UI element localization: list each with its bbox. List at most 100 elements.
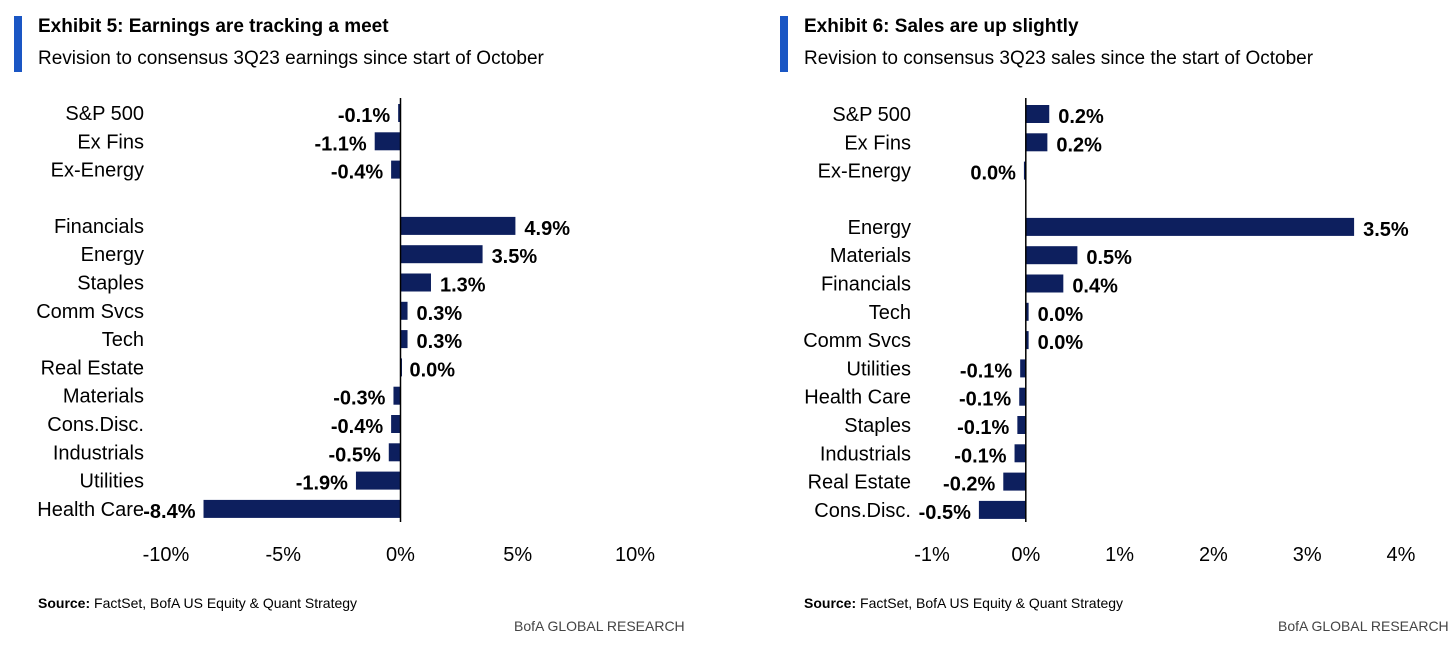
exhibit-6-accent-bar [780,16,788,72]
exhibit-5-bar [374,132,401,151]
exhibit-5-category-label: Staples [77,273,144,295]
exhibit-6-category-label: Ex Fins [844,132,911,154]
exhibit-6-category-label: Industrials [820,443,911,465]
exhibit-5-value-label: -1.1% [314,133,366,155]
exhibit-6-x-tick-label: 1% [1105,544,1134,566]
exhibit-5-category-label: Comm Svcs [36,301,144,323]
exhibit-5-title: Exhibit 5: Earnings are tracking a meet [38,16,389,37]
exhibit-5-value-label: 1.3% [440,275,486,297]
exhibit-5-category-label: Real Estate [41,357,144,379]
exhibit-6-category-label: Ex-Energy [818,161,911,183]
exhibit-6-bar [1020,359,1026,378]
exhibit-6-category-label: Comm Svcs [803,330,911,352]
exhibit-6-value-label: 0.5% [1086,247,1132,269]
exhibit-6-value-label: -0.2% [943,474,995,496]
exhibit-5-bar [400,301,408,320]
exhibit-6-value-label: -0.1% [960,360,1012,382]
exhibit-5-x-tick-label: -10% [143,544,190,566]
exhibit-5-value-label: -0.4% [331,416,383,438]
exhibit-6-subtitle: Revision to consensus 3Q23 sales since t… [804,48,1314,69]
exhibit-6-bar [1025,331,1029,350]
exhibit-5-bar [400,330,408,349]
exhibit-5-bar [400,273,431,292]
exhibit-5-value-label: -0.5% [329,444,381,466]
exhibit-6-x-tick-label: 3% [1293,544,1322,566]
exhibit-5-panel: Exhibit 5: Earnings are tracking a meet … [14,0,714,648]
exhibit-6-category-label: Materials [830,245,911,267]
exhibit-5-x-tick-label: 0% [386,544,415,566]
exhibit-5-value-label: 3.5% [492,246,538,268]
exhibit-5-value-label: -0.1% [338,105,390,127]
exhibit-5-category-label: Tech [102,329,144,351]
exhibit-6-panel: Exhibit 6: Sales are up slightly Revisio… [780,0,1456,648]
exhibit-5-value-label: -1.9% [296,473,348,495]
exhibit-6-value-label: 3.5% [1363,219,1409,241]
exhibit-6-bar [1025,105,1050,123]
exhibit-6-bar [1019,387,1026,406]
exhibit-5-category-label: Cons.Disc. [47,414,144,436]
exhibit-6-x-tick-label: 0% [1011,544,1040,566]
exhibit-5-chart: S&P 500 -0.1% Ex Fins -1.1% Ex-Energy -0.4% Fi… [36,98,655,566]
exhibit-5-category-label: Health Care [37,499,144,521]
exhibit-5-value-label: -0.4% [331,162,383,184]
exhibit-5-bar [398,104,401,122]
exhibit-5-bar [203,499,401,518]
exhibit-6-brand: BofA GLOBAL RESEARCH [1278,618,1449,634]
exhibit-6-x-tick-label: 4% [1387,544,1416,566]
exhibit-6-category-label: Financials [821,274,911,296]
exhibit-6-category-label: Tech [869,302,911,324]
exhibit-6-value-label: -0.1% [959,389,1011,411]
exhibit-6-value-label: 0.2% [1056,134,1102,156]
exhibit-6-bar [1003,472,1026,491]
exhibit-6-bar [1025,217,1355,236]
exhibit-5-value-label: 0.0% [410,359,456,381]
exhibit-6-category-label: Health Care [804,387,911,409]
exhibit-5-category-label: Ex Fins [77,131,144,153]
exhibit-5-bar [391,160,401,179]
exhibit-6-x-tick-label: -1% [914,544,950,566]
exhibit-6-bar [1014,444,1026,463]
exhibit-5-source-text: FactSet, BofA US Equity & Quant Strategy [94,595,358,611]
exhibit-5-bar [388,443,401,462]
exhibit-6-value-label: 0.0% [1038,332,1084,354]
exhibit-6-category-label: Real Estate [808,472,911,494]
exhibit-5-x-tick-label: 5% [503,544,532,566]
exhibit-6-bar [1023,161,1026,180]
exhibit-5-x-tick-label: 10% [615,544,655,566]
exhibit-5-value-label: 0.3% [417,303,463,325]
exhibit-5-category-label: Ex-Energy [51,160,144,182]
exhibit-6-bar [978,500,1026,519]
exhibit-5-bar [355,471,401,490]
exhibit-6-bar [1025,246,1078,265]
exhibit-5-bar [391,415,401,433]
exhibit-6-value-label: 0.0% [1038,304,1084,326]
exhibit-6-source-label: Source: [804,595,857,611]
exhibit-6-value-label: 0.4% [1072,276,1118,298]
exhibit-6-category-label: Utilities [847,358,911,380]
exhibit-5-bar [400,245,483,264]
exhibit-6-chart: S&P 500 0.2% Ex Fins 0.2% Ex-Energy 0.0% Energ… [803,98,1416,566]
exhibit-5-value-label: -0.3% [333,388,385,410]
exhibit-6-value-label: -0.5% [919,502,971,524]
exhibit-6-bar [1025,274,1064,293]
exhibit-6-value-label: 0.0% [970,163,1016,185]
exhibit-6-x-tick-label: 2% [1199,544,1228,566]
exhibit-5-value-label: 0.3% [417,331,463,353]
exhibit-6-value-label: -0.1% [957,417,1009,439]
exhibit-5-value-label: 4.9% [524,218,570,240]
exhibit-6-source: Source: FactSet, BofA US Equity & Quant … [804,595,1123,611]
exhibit-5-brand: BofA GLOBAL RESEARCH [514,618,685,634]
exhibit-6-bar [1017,416,1026,434]
exhibit-6-category-label: Cons.Disc. [814,500,911,522]
exhibit-5-category-label: Financials [54,216,144,238]
exhibit-6-source-text: FactSet, BofA US Equity & Quant Strategy [860,595,1124,611]
exhibit-5-value-label: -8.4% [143,501,195,523]
exhibit-6-value-label: -0.1% [954,445,1006,467]
exhibit-5-bar [393,386,401,405]
exhibit-6-category-label: S&P 500 [832,104,911,126]
exhibit-5-category-label: Utilities [80,471,144,493]
exhibit-5-category-label: Energy [81,244,144,266]
exhibit-6-category-label: Staples [844,415,911,437]
exhibit-5-category-label: Materials [63,386,144,408]
exhibit-6-value-label: 0.2% [1058,106,1104,128]
